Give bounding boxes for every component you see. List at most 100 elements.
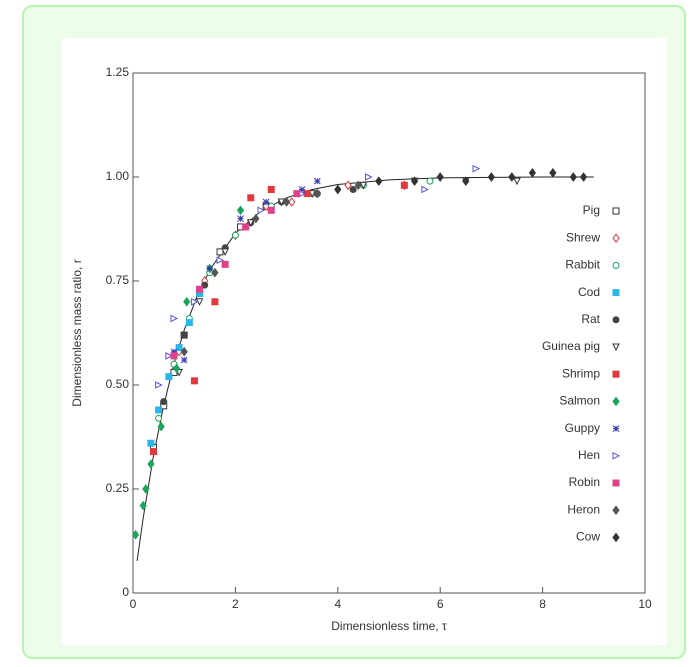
marker <box>211 298 219 306</box>
marker <box>183 296 191 307</box>
legend-label: Salmon <box>559 394 600 408</box>
marker <box>472 164 481 173</box>
marker <box>180 346 188 357</box>
marker <box>147 459 155 469</box>
marker <box>206 265 214 272</box>
marker <box>155 406 163 414</box>
legend-label: Shrew <box>566 230 600 244</box>
marker <box>190 377 198 385</box>
marker <box>293 190 301 198</box>
marker <box>436 172 444 182</box>
chart-background <box>62 38 667 645</box>
legend-marker <box>612 396 620 407</box>
legend-label: Pig <box>583 203 600 217</box>
marker <box>149 448 157 456</box>
y-tick-label: 0.75 <box>106 273 130 287</box>
marker <box>313 177 321 185</box>
legend-label: Hen <box>578 448 600 462</box>
legend-label: Cow <box>576 530 600 544</box>
y-tick-label: 1.00 <box>106 169 130 183</box>
marker <box>247 194 255 202</box>
marker <box>170 314 179 323</box>
marker <box>421 185 429 194</box>
legend-label: Rat <box>581 312 600 326</box>
marker <box>365 173 373 181</box>
marker <box>160 398 168 406</box>
y-tick-label: 0 <box>122 585 129 599</box>
marker <box>508 172 516 182</box>
marker <box>410 176 419 186</box>
legend-marker <box>612 233 620 244</box>
marker <box>298 186 306 193</box>
legend-label: Guppy <box>565 421 600 435</box>
marker <box>175 344 183 352</box>
x-tick-label: 6 <box>437 597 444 611</box>
marker <box>231 231 239 239</box>
marker <box>185 319 193 327</box>
y-tick-label: 0.50 <box>106 377 130 391</box>
marker <box>131 529 140 540</box>
marker <box>375 176 383 186</box>
marker <box>313 188 321 199</box>
marker <box>155 414 163 422</box>
marker <box>462 176 470 186</box>
marker <box>196 285 204 293</box>
marker <box>579 172 588 182</box>
marker <box>142 484 150 494</box>
marker <box>334 184 342 195</box>
marker <box>211 267 219 278</box>
legend-label: Robin <box>569 475 600 489</box>
marker <box>165 373 173 381</box>
x-tick-label: 4 <box>334 597 341 611</box>
marker <box>221 260 229 268</box>
marker <box>242 223 250 231</box>
marker <box>262 198 270 206</box>
legend-marker <box>612 261 620 269</box>
marker <box>344 180 352 191</box>
marker <box>267 185 275 193</box>
chart: Dimensionless time, τ Dimensionless mass… <box>62 38 667 645</box>
x-tick-label: 8 <box>539 597 546 611</box>
legend-marker <box>612 316 620 324</box>
legend-marker <box>612 505 620 516</box>
marker <box>236 205 245 216</box>
marker <box>252 213 260 224</box>
marker <box>165 352 173 360</box>
marker <box>172 363 181 374</box>
legend-label: Rabbit <box>565 258 600 272</box>
marker <box>190 297 199 306</box>
marker <box>549 168 557 178</box>
marker <box>180 331 188 339</box>
marker <box>354 180 362 191</box>
legend-marker <box>612 479 620 487</box>
marker <box>400 181 408 189</box>
marker <box>147 439 155 447</box>
marker <box>246 219 255 227</box>
marker <box>139 500 147 511</box>
legend-marker <box>612 451 621 460</box>
marker <box>528 168 536 178</box>
legend-label: Heron <box>567 502 600 516</box>
legend-marker <box>612 343 620 352</box>
marker <box>569 172 577 182</box>
legend-marker <box>612 532 620 543</box>
marker <box>216 256 225 265</box>
marker <box>216 248 224 256</box>
marker <box>170 348 178 356</box>
x-axis-label: Dimensionless time, τ <box>331 619 447 633</box>
legend-label: Guinea pig <box>542 339 600 353</box>
y-axis-label: Dimensionless mass ratio, r <box>70 259 84 406</box>
legend-marker <box>612 289 620 297</box>
marker <box>157 421 165 432</box>
legend-label: Shrimp <box>562 366 600 380</box>
marker <box>155 381 163 389</box>
marker <box>257 206 266 215</box>
marker <box>267 206 275 214</box>
x-tick-label: 0 <box>130 597 137 611</box>
legend-marker <box>612 207 620 215</box>
marker <box>349 185 357 193</box>
plot-frame <box>132 72 646 594</box>
legend-label: Cod <box>578 285 600 299</box>
marker <box>487 172 496 182</box>
